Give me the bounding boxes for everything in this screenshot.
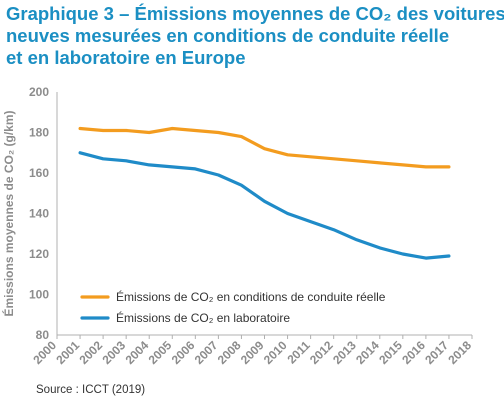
y-tick-label: 140 — [29, 207, 49, 221]
y-tick-label: 200 — [29, 85, 49, 99]
x-tick-label: 2006 — [169, 338, 198, 367]
x-tick-label: 2007 — [192, 338, 221, 367]
x-tick-label: 2003 — [100, 338, 129, 367]
x-tick-label: 2001 — [53, 338, 82, 367]
source-note: Source : ICCT (2019) — [36, 384, 146, 396]
y-tick-label: 100 — [29, 288, 49, 302]
line-chart: 80 100 120 140 160 180 200 20002001200220032004… — [1, 85, 474, 367]
chart-legend: Émissions de CO₂ en conditions de condui… — [80, 289, 386, 325]
x-tick-label: 2000 — [30, 338, 59, 367]
x-tick-label: 2009 — [238, 338, 267, 367]
y-tick-label: 80 — [36, 328, 50, 342]
y-tick-label: 180 — [29, 126, 49, 140]
chart-series — [78, 126, 451, 260]
title-line-2: neuves mesurées en conditions de conduit… — [6, 25, 450, 46]
x-tick-label: 2018 — [445, 338, 474, 367]
y-axis-label: Émissions moyennes de CO₂ (g/km) — [1, 110, 16, 316]
x-tick-label: 2012 — [307, 338, 336, 367]
title-line-1: Graphique 3 – Émissions moyennes de CO₂ … — [6, 3, 504, 24]
title-line-3: et en laboratoire en Europe — [6, 47, 246, 68]
x-tick-label: 2008 — [215, 338, 244, 367]
x-tick-label: 2016 — [399, 338, 428, 367]
x-tick-label: 2002 — [76, 338, 105, 367]
legend-label: Émissions de CO₂ en laboratoire — [116, 310, 290, 325]
y-tick-label: 160 — [29, 166, 49, 180]
chart-title: Graphique 3 – Émissions moyennes de CO₂ … — [6, 3, 504, 69]
x-tick-label: 2010 — [261, 338, 290, 367]
x-tick-label: 2005 — [146, 338, 175, 367]
x-tick-label: 2013 — [330, 338, 359, 367]
legend-label: Émissions de CO₂ en conditions de condui… — [116, 289, 386, 304]
x-tick-label: 2011 — [284, 338, 313, 367]
x-tick-label: 2015 — [376, 338, 405, 367]
x-tick-label: 2017 — [422, 338, 451, 367]
real-world-emissions-line — [78, 126, 451, 169]
x-tick-label: 2004 — [123, 338, 152, 367]
laboratory-emissions-line — [78, 151, 451, 260]
y-tick-label: 120 — [29, 247, 49, 261]
x-tick-label: 2014 — [353, 338, 382, 367]
